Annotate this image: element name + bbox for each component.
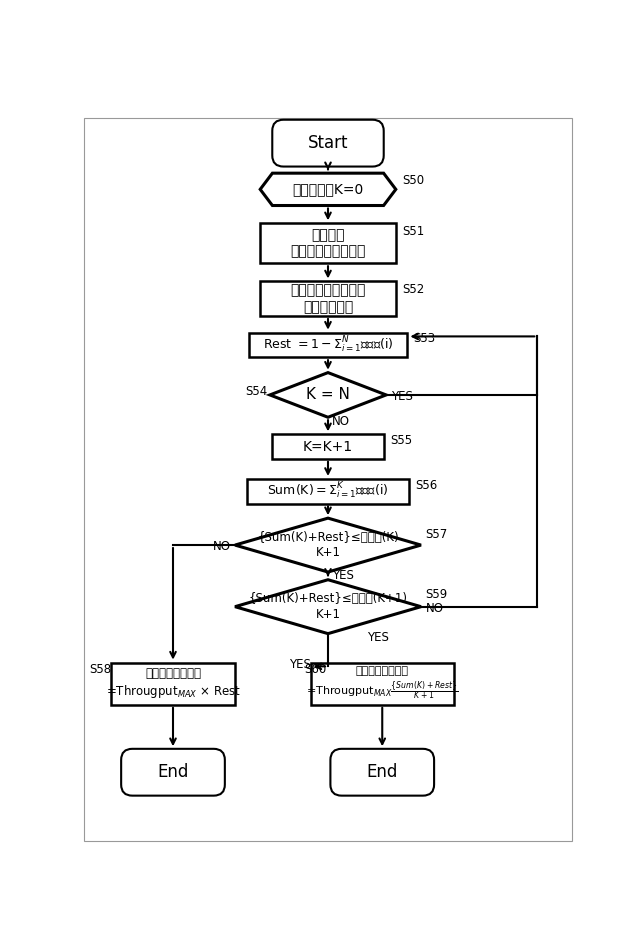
Text: Rest $=1-\Sigma_{i=1}^{N}$占有率(i): Rest $=1-\Sigma_{i=1}^{N}$占有率(i) (263, 335, 393, 355)
Polygon shape (260, 173, 396, 206)
Text: YES: YES (367, 631, 388, 644)
Bar (111, 662, 235, 705)
FancyBboxPatch shape (330, 749, 434, 795)
Text: 推定スループット
=Througput$_{MAX}\frac{\{Sum(K)+Rest\}}{K+1}$: 推定スループット =Througput$_{MAX}\frac{\{Sum(K)… (306, 665, 458, 701)
Text: Sum(K)$=\Sigma_{i=1}^{K}$占有率(i): Sum(K)$=\Sigma_{i=1}^{K}$占有率(i) (268, 481, 388, 501)
Text: K+1: K+1 (316, 608, 340, 621)
Text: 端末とその占有率を
降順でソート: 端末とその占有率を 降順でソート (291, 284, 365, 314)
Text: End: End (157, 763, 189, 781)
Text: S58: S58 (90, 663, 111, 677)
Text: S57: S57 (426, 528, 448, 541)
Text: S54: S54 (245, 385, 268, 399)
Text: End: End (367, 763, 398, 781)
Text: S50: S50 (402, 174, 424, 187)
Text: S53: S53 (413, 332, 436, 345)
Polygon shape (270, 373, 386, 418)
Bar (260, 281, 396, 316)
Text: K=K+1: K=K+1 (303, 439, 353, 454)
Bar (246, 479, 410, 504)
Text: YES: YES (332, 569, 354, 583)
Bar (272, 435, 384, 458)
Text: K+1: K+1 (316, 547, 340, 559)
Text: S60: S60 (305, 663, 326, 677)
Text: 端末毎に
チャネル占有率測定: 端末毎に チャネル占有率測定 (291, 228, 365, 258)
Text: パラメータK=0: パラメータK=0 (292, 182, 364, 196)
Text: S51: S51 (402, 225, 424, 238)
Text: S55: S55 (390, 434, 413, 447)
Text: NO: NO (332, 415, 350, 428)
Text: S56: S56 (415, 478, 438, 492)
Polygon shape (235, 518, 421, 572)
FancyBboxPatch shape (121, 749, 225, 795)
Polygon shape (235, 580, 421, 634)
Text: NO: NO (426, 602, 444, 615)
Text: YES: YES (391, 390, 413, 403)
Text: K = N: K = N (306, 387, 350, 402)
Text: {Sum(K)+Rest}≤占有率(K): {Sum(K)+Rest}≤占有率(K) (257, 530, 399, 544)
Text: Start: Start (308, 134, 348, 152)
Text: YES: YES (289, 658, 311, 671)
Bar (248, 332, 408, 357)
Bar (260, 223, 396, 263)
Text: S52: S52 (402, 283, 424, 296)
Text: 推定スループット
=Througput$_{MAX}$ × Rest: 推定スループット =Througput$_{MAX}$ × Rest (106, 667, 241, 699)
Text: NO: NO (213, 540, 231, 553)
FancyBboxPatch shape (272, 120, 384, 166)
Text: {Sum(K)+Rest}≤占有率(K+1): {Sum(K)+Rest}≤占有率(K+1) (248, 592, 408, 605)
Text: S59: S59 (426, 587, 448, 601)
Bar (310, 662, 454, 705)
